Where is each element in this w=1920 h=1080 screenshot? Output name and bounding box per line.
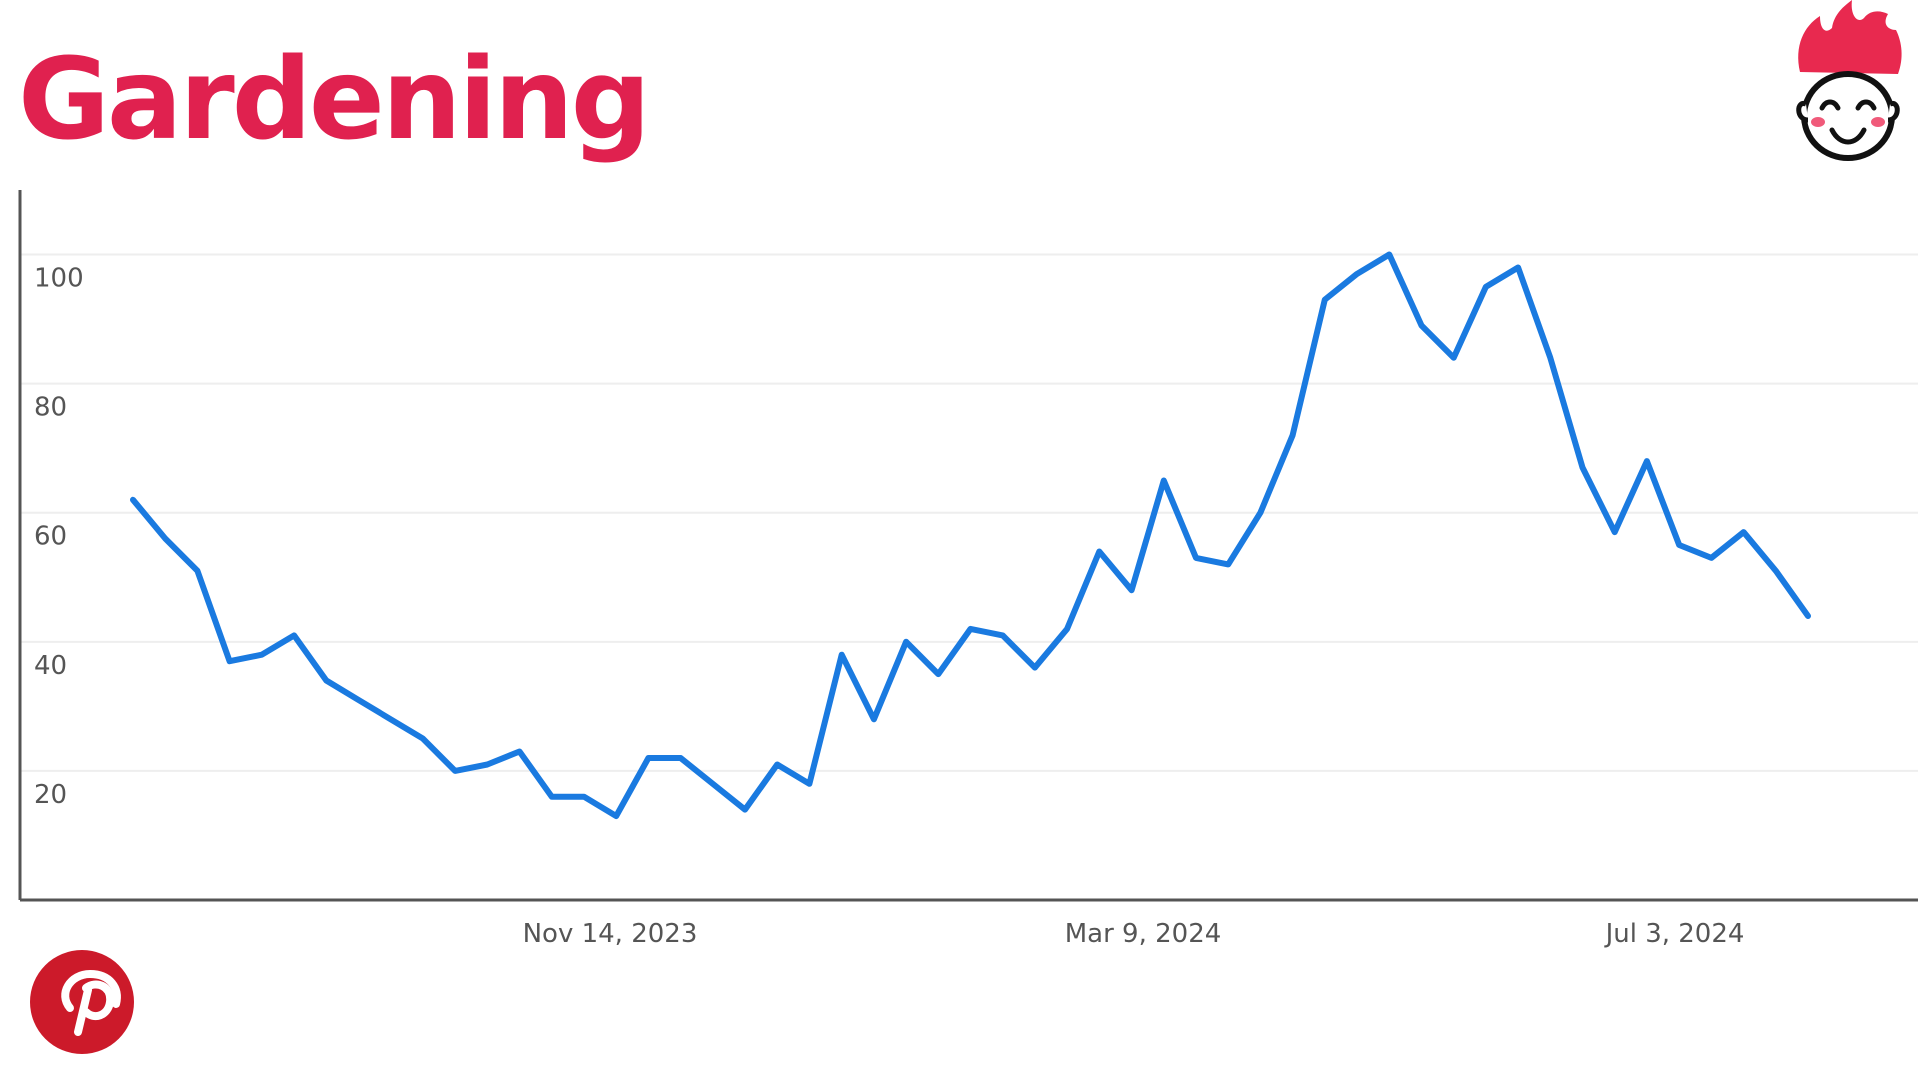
series-layer — [130, 251, 1811, 820]
y-tick-label: 20 — [34, 780, 67, 810]
y-tick-label: 40 — [34, 651, 67, 681]
pinterest-logo-icon — [30, 950, 134, 1054]
x-tick-label: Mar 9, 2024 — [1065, 919, 1222, 949]
y-tick-label: 60 — [34, 522, 67, 552]
y-tick-label: 100 — [34, 264, 84, 294]
y-tick-label: 80 — [34, 393, 67, 423]
y-tick-labels: 20 40 60 80 100 — [34, 264, 84, 810]
grid-lines — [20, 253, 1918, 772]
mascot-face-icon — [1796, 0, 1902, 161]
x-tick-labels: Nov 14, 2023 Mar 9, 2024 Jul 3, 2024 — [523, 919, 1745, 949]
page-title: Gardening — [18, 35, 651, 165]
series-line — [130, 251, 1811, 820]
x-tick-label: Nov 14, 2023 — [523, 919, 698, 949]
x-tick-label: Jul 3, 2024 — [1604, 919, 1745, 949]
